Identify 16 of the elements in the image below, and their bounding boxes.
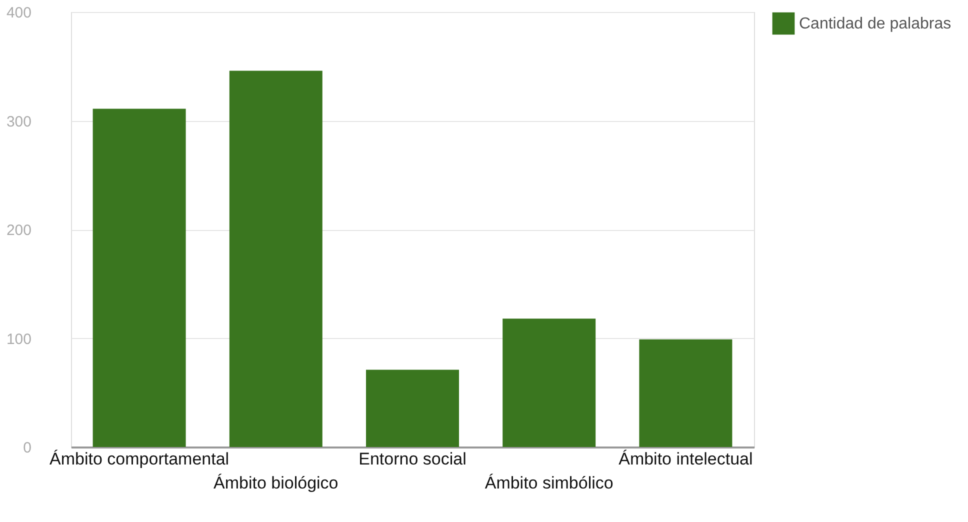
y-tick-label: 200 [6, 222, 32, 239]
bar [366, 370, 459, 447]
bar [639, 339, 732, 447]
legend-label: Cantidad de palabras [799, 16, 952, 32]
x-tick-label: Ámbito simbólico [484, 474, 614, 492]
y-tick-label: 300 [6, 113, 32, 130]
bar [92, 108, 186, 447]
y-tick-label: 100 [6, 330, 32, 348]
y-tick-label: 0 [23, 440, 32, 456]
x-tick-label: Entorno social [358, 450, 466, 468]
x-tick-label: Ámbito biológico [214, 474, 338, 492]
x-tick-label: Ámbito intelectual [618, 450, 753, 468]
x-tick-label: Ámbito comportamental [50, 450, 230, 468]
y-tick-label: 400 [6, 4, 32, 22]
bar [502, 318, 596, 447]
bar [229, 70, 322, 447]
